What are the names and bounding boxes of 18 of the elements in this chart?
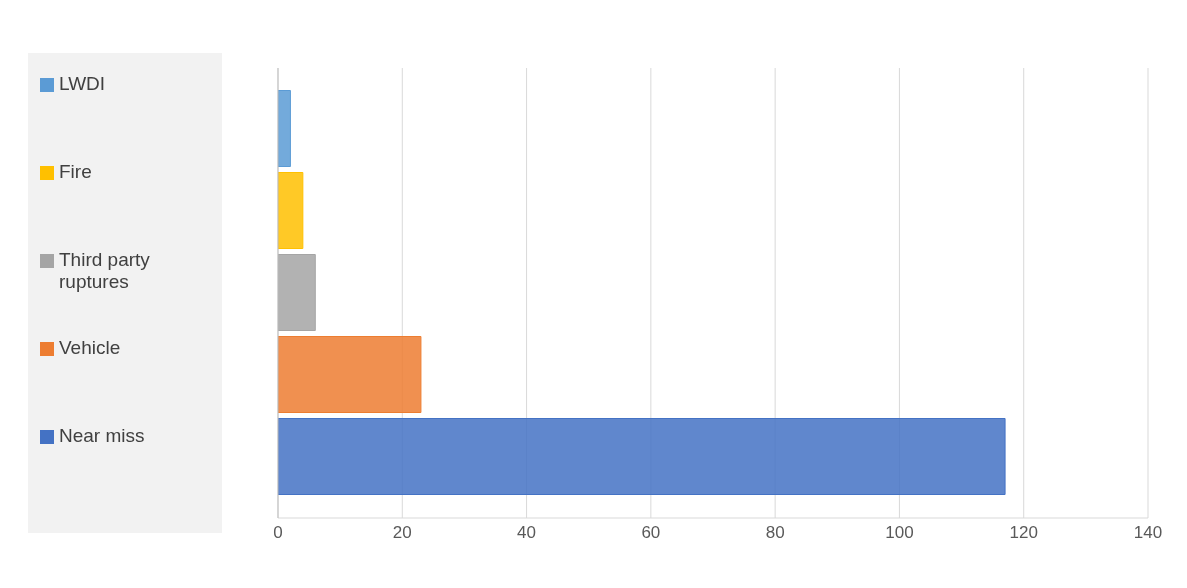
legend-label: Third party ruptures: [59, 249, 151, 293]
bar: [278, 418, 1006, 495]
x-tick-label: 100: [885, 523, 914, 543]
x-tick-label: 120: [1009, 523, 1038, 543]
legend-label: Vehicle: [59, 337, 122, 359]
x-tick-label: 140: [1133, 523, 1163, 543]
bar: [278, 336, 422, 413]
bar: [278, 172, 304, 249]
x-tick-label: 60: [641, 523, 661, 543]
legend-label: Near miss: [59, 425, 146, 447]
x-tick-label: 40: [517, 523, 537, 543]
x-tick-label: 80: [765, 523, 785, 543]
legend-label: Fire: [59, 161, 93, 183]
x-tick-label: 0: [273, 523, 283, 543]
x-tick-label: 20: [392, 523, 412, 543]
bar: [278, 90, 291, 167]
legend-label: LWDI: [59, 73, 107, 95]
bar: [278, 254, 316, 331]
